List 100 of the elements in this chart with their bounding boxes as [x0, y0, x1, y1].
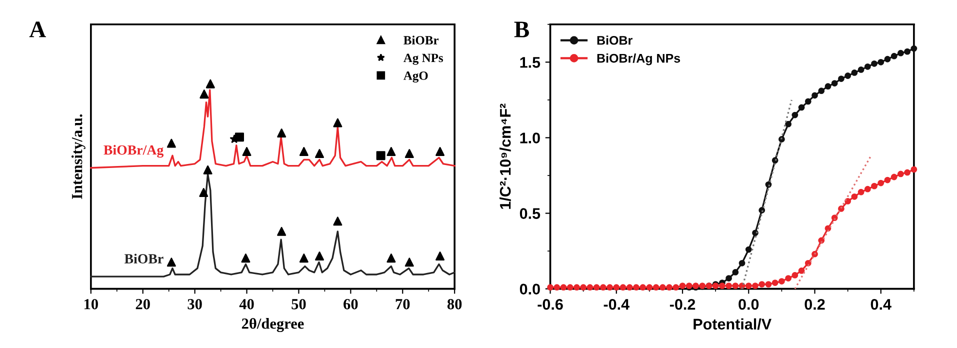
legend-label: BiOBr: [404, 36, 439, 44]
point: [436, 252, 445, 261]
point: [864, 63, 871, 70]
point: [626, 284, 633, 291]
point: [871, 60, 878, 67]
point: [864, 186, 871, 192]
point: [726, 282, 732, 290]
chart-title: A: [29, 22, 46, 38]
point: [646, 284, 653, 291]
x-tick-label: 0.2: [804, 298, 825, 310]
point: [315, 252, 324, 261]
point: [904, 169, 911, 176]
point: [871, 182, 878, 190]
point: [277, 226, 286, 236]
point: [878, 180, 884, 186]
point: [792, 112, 798, 118]
point: [633, 284, 640, 291]
legend-label: AgO: [404, 72, 428, 83]
point: [566, 284, 574, 291]
point: [898, 170, 904, 178]
point: [890, 52, 898, 60]
point: [812, 92, 818, 99]
point: [672, 284, 680, 291]
point: [726, 275, 732, 282]
point: [593, 284, 600, 291]
point: [910, 166, 918, 173]
point: [732, 282, 739, 290]
point: [652, 284, 660, 291]
y-tick-label: 0.5: [520, 208, 540, 219]
point: [884, 56, 891, 62]
y-tick-label: 1.0: [520, 132, 540, 144]
x-tick-label: -0.4: [604, 298, 630, 310]
point: [554, 284, 560, 291]
point: [838, 76, 844, 82]
chart-title: B: [514, 22, 529, 38]
point: [560, 284, 567, 291]
point: [436, 146, 445, 156]
point: [772, 280, 778, 286]
y-tick-label: 1.5: [520, 57, 540, 68]
x-tick-label: -0.6: [538, 298, 563, 310]
point: [679, 282, 686, 290]
legend-label: Ag NPs: [404, 54, 444, 65]
point: [613, 284, 620, 291]
y-axis-title: 1/C²·10⁹/cm⁴F²: [500, 104, 511, 209]
point: [792, 272, 798, 278]
point: [580, 284, 587, 291]
point: [738, 260, 746, 266]
point: [586, 284, 594, 291]
series-label: BiOBr: [124, 254, 164, 264]
point: [858, 188, 864, 196]
x-tick-label: 80: [447, 299, 462, 310]
x-tick-label: 70: [396, 299, 410, 310]
point: [824, 83, 832, 90]
point: [200, 90, 209, 99]
point: [878, 58, 884, 66]
point: [745, 246, 752, 253]
point: [844, 72, 852, 79]
point: [659, 284, 666, 291]
point: [666, 284, 672, 291]
point: [818, 88, 825, 94]
point: [718, 282, 726, 290]
point: [606, 284, 613, 291]
point: [758, 281, 766, 288]
point: [333, 216, 342, 226]
y-tick-label: 0.0: [520, 284, 540, 295]
legend-label: BiOBr: [597, 36, 632, 45]
point: [904, 48, 911, 55]
point: [765, 281, 772, 288]
point: [199, 188, 208, 197]
y-axis-title: Intensity/a.u.: [71, 114, 86, 199]
point: [844, 198, 852, 204]
point: [574, 284, 580, 291]
x-tick-label: 10: [84, 299, 98, 310]
point: [234, 132, 244, 142]
x-tick-label: 50: [292, 299, 306, 310]
point: [752, 282, 758, 290]
point: [851, 70, 858, 76]
point: [732, 269, 739, 276]
point: [851, 193, 858, 200]
point: [166, 258, 176, 267]
point: [166, 138, 176, 148]
x-tick-label: 60: [344, 299, 358, 310]
x-tick-label: -0.2: [670, 298, 696, 310]
point: [798, 268, 805, 274]
point: [785, 120, 792, 128]
point: [299, 254, 308, 263]
x-tick-label: 40: [239, 299, 254, 310]
legend-label: BiOBr/Ag NPs: [597, 54, 680, 66]
point: [910, 45, 918, 52]
point: [203, 165, 212, 174]
point: [333, 118, 342, 128]
point: [404, 149, 414, 158]
point: [858, 66, 864, 73]
point: [745, 282, 752, 290]
point: [898, 50, 904, 56]
point: [798, 104, 805, 111]
point: [404, 258, 414, 267]
point: [620, 284, 626, 291]
x-axis-title: 2θ/degree: [242, 318, 304, 332]
point: [315, 149, 324, 158]
